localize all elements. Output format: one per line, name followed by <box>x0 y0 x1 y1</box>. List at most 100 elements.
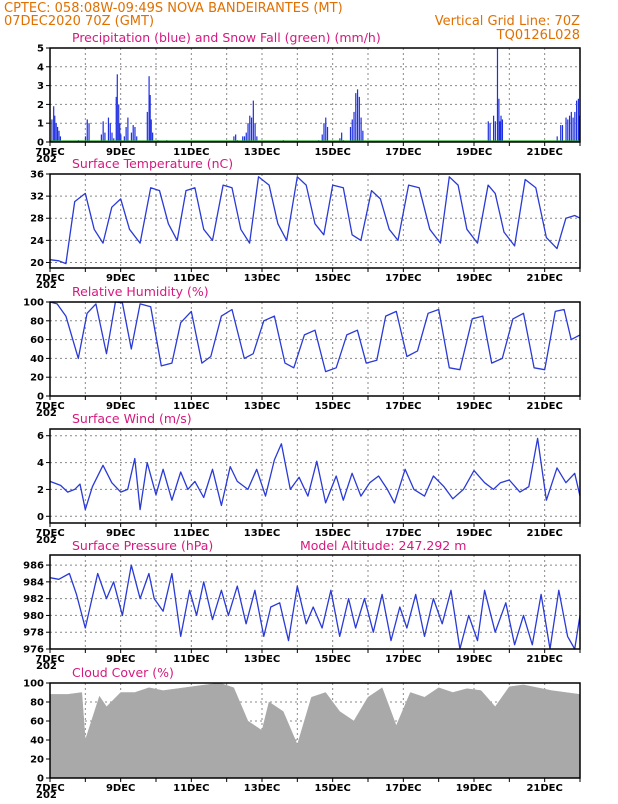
x-tick-label: 7DEC <box>35 528 64 539</box>
precip-bar <box>321 134 323 142</box>
precip-bar <box>245 132 247 142</box>
header-date: 07DEC2020 70Z (GMT) <box>4 14 154 29</box>
precip-bar <box>492 115 495 142</box>
y-tick-label: 976 <box>23 645 44 656</box>
precip-bar <box>88 123 90 142</box>
precip-bar <box>360 117 362 142</box>
x-tick-label: 19DEC <box>456 273 492 284</box>
precip-bar <box>152 132 154 142</box>
plot-bg <box>50 555 580 649</box>
y-tick-label: 3 <box>37 81 44 92</box>
precip-bar <box>107 117 110 142</box>
y-tick-label: 40 <box>30 736 44 747</box>
x-tick-label: 13DEC <box>244 401 280 412</box>
x-tick-label: 15DEC <box>314 783 350 794</box>
precip-bar <box>489 123 491 142</box>
x-tick-label: 9DEC <box>106 528 135 539</box>
x-tick-label: 17DEC <box>385 273 421 284</box>
panel-annotation: Model Altitude: 247.292 m <box>300 538 466 553</box>
x-tick-label: 7DEC <box>35 654 64 665</box>
precip-bar <box>576 100 578 142</box>
precip-bar <box>326 126 329 142</box>
precip-bar <box>54 115 56 142</box>
x-tick-label: 13DEC <box>244 273 280 284</box>
x-tick-label: 7DEC <box>35 401 64 412</box>
panel-title: Relative Humidity (%) <box>72 284 209 299</box>
header-grid-note: Vertical Grid Line: 70Z <box>435 14 580 29</box>
x-tick-label: 9DEC <box>106 401 135 412</box>
precip-bar <box>250 117 253 142</box>
precip-bar <box>249 115 251 142</box>
x-tick-label: 13DEC <box>244 147 280 158</box>
precip-bar <box>323 123 325 142</box>
y-tick-label: 36 <box>30 170 44 181</box>
precip-bar <box>500 115 502 142</box>
x-tick-label: 19DEC <box>456 147 492 158</box>
y-tick-label: 6 <box>37 431 44 442</box>
precip-bar <box>362 130 364 142</box>
precip-bar <box>120 134 122 142</box>
x-tick-label: 15DEC <box>314 528 350 539</box>
x-tick-label: 15DEC <box>314 147 350 158</box>
precip-bar <box>146 111 148 142</box>
y-tick-label: 20 <box>30 755 44 766</box>
y-tick-label: 100 <box>23 679 44 690</box>
y-tick-label: 20 <box>30 258 44 269</box>
x-tick-label: 21DEC <box>526 273 562 284</box>
series-line <box>49 437 581 511</box>
x-tick-label: 11DEC <box>173 654 209 665</box>
precip-bar <box>556 136 558 142</box>
precip-bar <box>565 117 567 142</box>
precip-bar <box>111 132 113 142</box>
y-tick-label: 978 <box>23 628 44 639</box>
precip-bar <box>84 136 87 142</box>
x-tick-label: 21DEC <box>526 654 562 665</box>
precip-bar <box>102 121 104 142</box>
x-tick-label: 15DEC <box>314 654 350 665</box>
y-tick-label: 80 <box>30 316 44 327</box>
precip-bar <box>356 89 359 142</box>
precip-bar <box>132 125 134 142</box>
x-tick-label: 19DEC <box>456 401 492 412</box>
x-tick-label: 11DEC <box>173 147 209 158</box>
x-tick-label: 13DEC <box>244 783 280 794</box>
x-year-label: 202 <box>36 408 57 419</box>
cloud-cover-area <box>49 682 581 779</box>
y-tick-label: 0 <box>37 774 44 785</box>
x-tick-label: 13DEC <box>244 528 280 539</box>
precip-bar <box>53 106 55 142</box>
header-line1: CPTEC: 058:08W-09:49S NOVA BANDEIRANTES … <box>4 1 343 16</box>
precip-bar <box>339 138 341 142</box>
precip-bar <box>247 123 249 142</box>
precip-bar <box>560 125 562 142</box>
precip-bar <box>113 138 115 142</box>
x-tick-label: 17DEC <box>385 401 421 412</box>
precip-bar <box>104 132 106 142</box>
x-tick-label: 11DEC <box>173 783 209 794</box>
precip-bar <box>242 136 244 142</box>
precip-bar <box>123 136 125 142</box>
y-tick-label: 4 <box>37 62 44 73</box>
x-tick-label: 11DEC <box>173 528 209 539</box>
x-tick-label: 9DEC <box>106 783 135 794</box>
plot-frame <box>49 301 581 397</box>
plot-frame <box>49 173 581 269</box>
precip-bar <box>116 74 118 142</box>
x-year-label: 202 <box>36 790 57 800</box>
x-tick-label: 15DEC <box>314 401 350 412</box>
precip-bar <box>86 119 88 142</box>
y-tick-label: 80 <box>30 698 44 709</box>
precip-bar <box>494 121 496 142</box>
x-tick-label: 21DEC <box>526 528 562 539</box>
y-tick-label: 1 <box>37 119 44 130</box>
y-tick-label: 40 <box>30 354 44 365</box>
plot-bg <box>50 48 580 142</box>
plot-frame <box>49 47 581 143</box>
y-tick-label: 0 <box>37 138 44 149</box>
y-tick-label: 32 <box>30 192 44 203</box>
panel-title: Precipitation (blue) and Snow Fall (gree… <box>72 30 381 45</box>
y-tick-label: 980 <box>23 611 44 622</box>
precip-bar <box>572 117 574 142</box>
precip-bar <box>100 134 102 142</box>
y-tick-label: 0 <box>37 512 44 523</box>
